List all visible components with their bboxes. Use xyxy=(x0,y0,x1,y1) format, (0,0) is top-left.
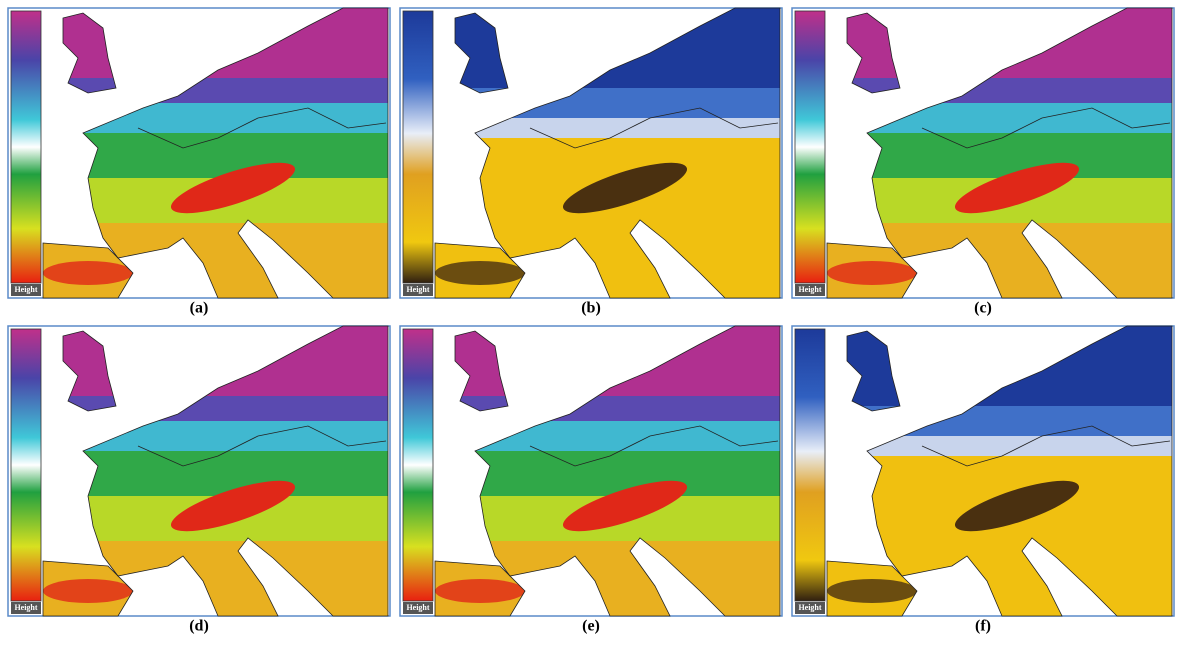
panel: Height (e) xyxy=(399,325,783,635)
panel: Height (f) xyxy=(791,325,1175,635)
panel-label: (f) xyxy=(975,618,991,635)
legend-label-bg xyxy=(403,602,433,614)
mountain xyxy=(170,480,296,532)
coastline xyxy=(42,560,134,617)
legend-bar xyxy=(10,10,42,284)
legend-label-bg xyxy=(795,602,825,614)
legend-label: Height xyxy=(406,603,429,612)
mountain xyxy=(827,579,917,603)
coastline xyxy=(434,242,526,299)
panel: Height (d) xyxy=(7,325,391,635)
coastline xyxy=(82,325,389,617)
coastline xyxy=(826,560,918,617)
legend-bar xyxy=(794,328,826,602)
legend-bar xyxy=(402,10,434,284)
coastline xyxy=(62,12,117,94)
legend-label-bg xyxy=(11,602,41,614)
height-band xyxy=(435,118,780,138)
border xyxy=(529,425,779,467)
legend-bar xyxy=(794,10,826,284)
legend-label: Height xyxy=(798,603,821,612)
mountain xyxy=(562,480,688,532)
panel-label: (c) xyxy=(974,300,992,317)
panel-label: (b) xyxy=(581,300,601,317)
border xyxy=(529,107,779,149)
panel: Height (a) xyxy=(7,7,391,317)
border xyxy=(137,107,387,149)
panel: Height (b) xyxy=(399,7,783,317)
coastline xyxy=(474,7,781,299)
height-band xyxy=(827,436,1172,456)
mountain xyxy=(170,162,296,214)
coastline xyxy=(454,12,509,94)
panel-label: (a) xyxy=(190,300,209,317)
coastline xyxy=(846,330,901,412)
legend-label: Height xyxy=(14,285,37,294)
legend-label-bg xyxy=(795,284,825,296)
mountain xyxy=(435,579,525,603)
legend-bar xyxy=(10,328,42,602)
coastline xyxy=(434,560,526,617)
legend-bar xyxy=(402,328,434,602)
coastline xyxy=(42,242,134,299)
coastline xyxy=(826,242,918,299)
legend-label: Height xyxy=(798,285,821,294)
mountain xyxy=(43,261,133,285)
legend-label: Height xyxy=(14,603,37,612)
mountain xyxy=(43,579,133,603)
legend-label: Height xyxy=(406,285,429,294)
border xyxy=(137,425,387,467)
panel-label: (e) xyxy=(582,618,600,635)
mountain xyxy=(562,162,688,214)
coastline xyxy=(474,325,781,617)
height-band xyxy=(43,451,388,496)
coastline xyxy=(866,7,1173,299)
height-band xyxy=(43,133,388,178)
border xyxy=(921,425,1171,467)
mountain xyxy=(954,480,1080,532)
border xyxy=(921,107,1171,149)
mountain xyxy=(435,261,525,285)
coastline xyxy=(82,7,389,299)
coastline xyxy=(62,330,117,412)
height-band xyxy=(827,133,1172,178)
legend-label-bg xyxy=(403,284,433,296)
legend-label-bg xyxy=(11,284,41,296)
mountain xyxy=(827,261,917,285)
coastline xyxy=(866,325,1173,617)
panel-label: (d) xyxy=(189,618,209,635)
mountain xyxy=(954,162,1080,214)
panel: Height (c) xyxy=(791,7,1175,317)
coastline xyxy=(454,330,509,412)
coastline xyxy=(846,12,901,94)
height-band xyxy=(435,451,780,496)
